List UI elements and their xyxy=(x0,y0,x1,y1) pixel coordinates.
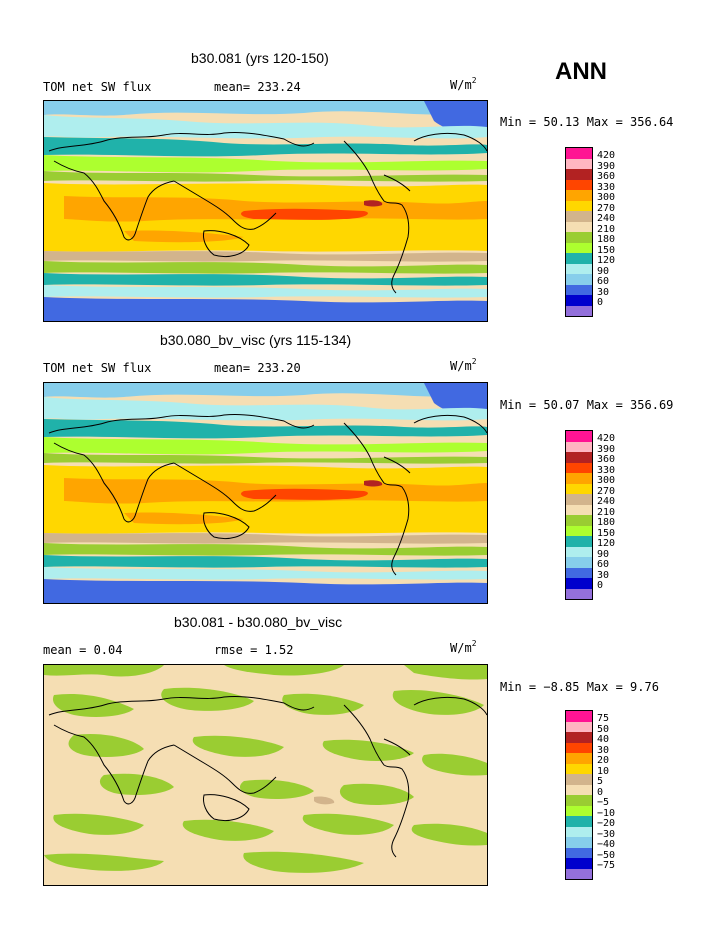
cb-label: 20 xyxy=(597,755,610,766)
panel-3-map-svg xyxy=(44,665,487,885)
cb-label: −75 xyxy=(597,860,616,871)
cb-label: 60 xyxy=(597,559,610,570)
panel-2-variable-label: TOM net SW flux xyxy=(43,361,152,375)
cb-label: −30 xyxy=(597,828,616,840)
cb-label: 30 xyxy=(597,569,610,581)
cb-label: −5 xyxy=(597,797,610,808)
cb-label: −50 xyxy=(597,849,616,861)
cb-label: 75 xyxy=(597,713,610,724)
panel-1-minmax: Min = 50.13 Max = 356.64 xyxy=(500,115,674,129)
panel-1-map-svg xyxy=(44,101,487,321)
cb-label: 50 xyxy=(597,723,610,735)
cb-label: 60 xyxy=(597,276,610,287)
panel-3-title: b30.081 - b30.080_bv_visc xyxy=(174,614,343,630)
cb-label: 240 xyxy=(597,213,616,224)
cb-label: 0 xyxy=(597,297,604,308)
cb-label: 120 xyxy=(597,538,616,549)
cb-label: 270 xyxy=(597,202,616,214)
panel-2-map xyxy=(43,382,488,604)
panel-3-mean-label: mean = 0.04 xyxy=(43,643,123,657)
cb-label: 210 xyxy=(597,223,616,235)
cb-label: 30 xyxy=(597,286,610,298)
cb-label: 300 xyxy=(597,192,616,203)
cb-label: 390 xyxy=(597,160,616,172)
cb-label: 30 xyxy=(597,744,610,756)
cb-label: 180 xyxy=(597,234,616,245)
panel-3-map xyxy=(43,664,488,886)
panel-2-title: b30.080_bv_visc (yrs 115-134) xyxy=(160,332,352,348)
cb-label: 330 xyxy=(597,181,616,193)
cb-label: 40 xyxy=(597,734,610,745)
cb-label: 150 xyxy=(597,527,616,539)
cb-label: 420 xyxy=(597,150,616,161)
cb-label: 360 xyxy=(597,454,616,465)
cb-label: 300 xyxy=(597,475,616,486)
cb-label: −20 xyxy=(597,818,616,829)
panel-3-rmse-label: rmse = 1.52 xyxy=(214,643,294,657)
panel-2-minmax: Min = 50.07 Max = 356.69 xyxy=(500,398,674,412)
panel-3-units: W/m2 xyxy=(450,639,477,655)
cb-label: 360 xyxy=(597,171,616,182)
cb-label: −10 xyxy=(597,807,616,819)
panel-1-map xyxy=(43,100,488,322)
cb-label: 240 xyxy=(597,496,616,507)
cb-label: 90 xyxy=(597,265,610,277)
panel-3-colorbar xyxy=(565,710,593,880)
cb-label: 10 xyxy=(597,765,610,777)
panel-1-units: W/m2 xyxy=(450,76,477,92)
panel-1-title: b30.081 (yrs 120-150) xyxy=(191,50,329,66)
season-label: ANN xyxy=(555,58,607,85)
cb-label: 5 xyxy=(597,776,604,787)
cb-label: 330 xyxy=(597,464,616,476)
cb-label: 150 xyxy=(597,244,616,256)
cb-label: 180 xyxy=(597,517,616,528)
cb-label: −40 xyxy=(597,839,616,850)
cb-label: 210 xyxy=(597,506,616,518)
panel-2-colorbar xyxy=(565,430,593,600)
panel-2-map-svg xyxy=(44,383,487,603)
cb-label: 90 xyxy=(597,548,610,560)
cb-label: 390 xyxy=(597,443,616,455)
panel-2-units: W/m2 xyxy=(450,357,477,373)
cb-label: 0 xyxy=(597,786,604,798)
cb-label: 0 xyxy=(597,580,604,591)
cb-label: 270 xyxy=(597,485,616,497)
cb-label: 420 xyxy=(597,433,616,444)
cb-label: 120 xyxy=(597,255,616,266)
panel-1-colorbar xyxy=(565,147,593,317)
panel-1-variable-label: TOM net SW flux xyxy=(43,80,152,94)
panel-1-mean-label: mean= 233.24 xyxy=(214,80,301,94)
panel-3-minmax: Min = −8.85 Max = 9.76 xyxy=(500,680,659,694)
panel-2-mean-label: mean= 233.20 xyxy=(214,361,301,375)
